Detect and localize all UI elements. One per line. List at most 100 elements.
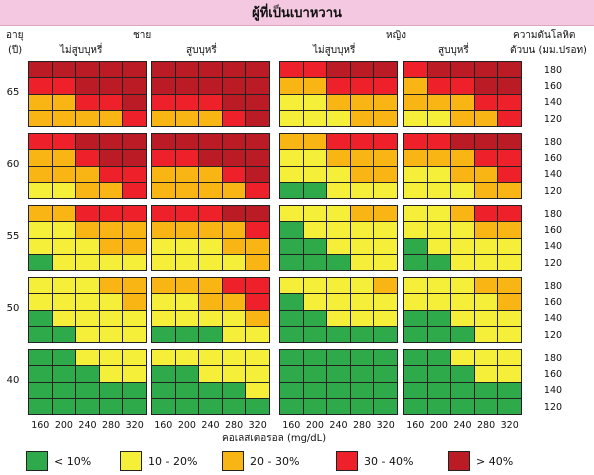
risk-cell (451, 350, 474, 366)
risk-cell (474, 366, 498, 382)
cholesterol-value: 200 (177, 420, 196, 431)
risk-cell (474, 110, 498, 127)
risk-cell (451, 78, 474, 94)
risk-cell (175, 382, 199, 398)
risk-cell (199, 326, 222, 343)
risk-cell (76, 150, 99, 166)
risk-cell (175, 326, 199, 343)
risk-cell (99, 182, 123, 199)
bp-label-line1: ความดันโลหิต (513, 30, 576, 41)
risk-grid-female-smoker-age-40 (403, 349, 522, 416)
risk-cell (280, 254, 303, 271)
risk-cell (175, 398, 199, 415)
risk-cell (404, 78, 427, 94)
risk-cell (474, 134, 498, 150)
risk-cell (246, 62, 269, 78)
cholesterol-value: 240 (78, 420, 97, 431)
risk-cell (246, 78, 269, 94)
legend-swatch (336, 451, 358, 471)
risk-cell (303, 166, 327, 182)
risk-cell (374, 350, 397, 366)
risk-cell (29, 110, 52, 127)
risk-cell (451, 382, 474, 398)
risk-grid-female-non-smoker-age-55 (279, 205, 398, 272)
risk-cell (99, 150, 123, 166)
risk-cell (303, 254, 327, 271)
risk-cell (374, 278, 397, 294)
risk-cell (199, 294, 222, 310)
risk-cell (199, 78, 222, 94)
risk-cell (199, 382, 222, 398)
risk-cell (99, 94, 123, 110)
risk-cell (303, 398, 327, 415)
legend-label: 10 - 20% (148, 454, 198, 468)
risk-cell (52, 398, 76, 415)
risk-cell (350, 326, 374, 343)
risk-cell (427, 166, 451, 182)
risk-cell (99, 238, 123, 254)
risk-cell (175, 350, 199, 366)
bp-value: 160 (543, 152, 563, 164)
risk-cell (374, 110, 397, 127)
risk-cell (427, 278, 451, 294)
legend-item-level-4: 30 - 40% (336, 450, 413, 472)
risk-cell (427, 350, 451, 366)
risk-cell (246, 278, 269, 294)
risk-cell (303, 150, 327, 166)
risk-cell (152, 182, 175, 199)
risk-cell (29, 134, 52, 150)
risk-cell (404, 294, 427, 310)
bp-value: 120 (543, 113, 563, 125)
risk-cell (374, 62, 397, 78)
risk-cell (303, 382, 327, 398)
risk-cell (498, 294, 521, 310)
risk-cell (52, 310, 76, 326)
bp-value: 140 (543, 241, 563, 253)
risk-cell (123, 350, 146, 366)
risk-cell (52, 150, 76, 166)
risk-cell (52, 382, 76, 398)
risk-cell (222, 254, 246, 271)
risk-cell (199, 310, 222, 326)
risk-cell (451, 166, 474, 182)
risk-cell (246, 350, 269, 366)
risk-cell (52, 110, 76, 127)
risk-cell (350, 134, 374, 150)
risk-cell (404, 182, 427, 199)
risk-cell (498, 78, 521, 94)
risk-cell (52, 326, 76, 343)
risk-cell (474, 350, 498, 366)
risk-cell (498, 110, 521, 127)
risk-cell (199, 182, 222, 199)
risk-cell (474, 310, 498, 326)
bp-value: 120 (543, 185, 563, 197)
risk-cell (280, 150, 303, 166)
risk-cell (29, 350, 52, 366)
risk-cell (52, 166, 76, 182)
male-smoker-header: สูบบุหรี่ (186, 45, 217, 56)
risk-cell (29, 78, 52, 94)
risk-cell (123, 294, 146, 310)
age-unit: (ปี) (8, 45, 23, 56)
risk-cell (199, 238, 222, 254)
risk-cell (350, 206, 374, 222)
risk-cell (52, 254, 76, 271)
legend-label: < 10% (54, 454, 92, 468)
risk-cell (99, 398, 123, 415)
risk-cell (175, 182, 199, 199)
risk-cell (451, 62, 474, 78)
risk-cell (76, 238, 99, 254)
risk-cell (451, 326, 474, 343)
risk-cell (327, 254, 350, 271)
risk-cell (175, 254, 199, 271)
risk-cell (427, 206, 451, 222)
risk-cell (303, 78, 327, 94)
risk-cell (374, 222, 397, 238)
risk-cell (327, 206, 350, 222)
risk-cell (76, 326, 99, 343)
female-smoker-header: สูบบุหรี่ (438, 45, 469, 56)
bp-value: 140 (543, 169, 563, 181)
risk-cell (152, 78, 175, 94)
risk-cell (327, 182, 350, 199)
risk-grid-female-smoker-age-60 (403, 133, 522, 200)
